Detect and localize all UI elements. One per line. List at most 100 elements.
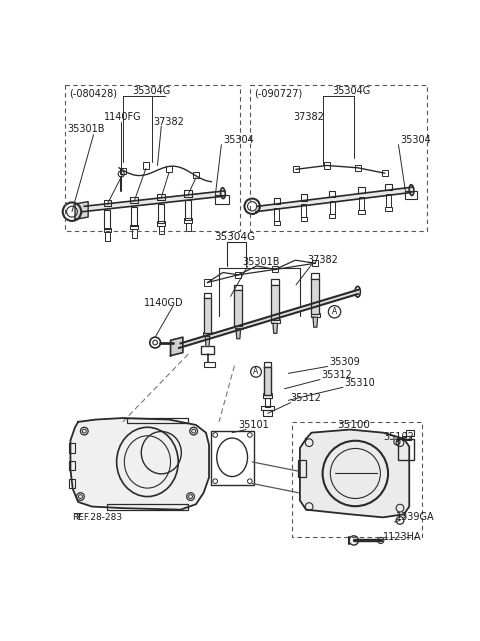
Bar (311, 313, 320, 317)
Bar (201, 346, 214, 354)
Bar (69, 461, 75, 470)
Polygon shape (179, 290, 359, 348)
Bar (406, 191, 417, 199)
Polygon shape (300, 429, 409, 517)
Bar (105, 233, 110, 241)
Bar (329, 214, 336, 218)
Bar (312, 273, 319, 279)
Polygon shape (236, 329, 240, 338)
Polygon shape (170, 337, 183, 356)
Bar (159, 226, 164, 235)
Bar (355, 165, 361, 171)
Bar (184, 190, 192, 197)
Bar (264, 362, 271, 367)
Text: 37382: 37382 (308, 255, 338, 265)
Text: 35310: 35310 (345, 378, 375, 388)
Bar (234, 285, 242, 290)
Text: 1339GA: 1339GA (396, 512, 435, 522)
Bar (312, 260, 318, 267)
Polygon shape (71, 418, 209, 510)
Bar (274, 197, 280, 204)
Text: 1140GD: 1140GD (144, 297, 184, 308)
Bar (204, 362, 215, 367)
Bar (185, 201, 192, 220)
Bar (406, 429, 414, 436)
Bar (386, 194, 391, 207)
Polygon shape (264, 367, 271, 395)
Text: A: A (332, 307, 337, 316)
Bar (271, 319, 280, 323)
Bar (203, 332, 212, 337)
Text: 35312: 35312 (291, 393, 322, 403)
Bar (204, 292, 211, 298)
Text: 37382: 37382 (294, 112, 324, 122)
Bar (131, 197, 138, 203)
Bar (271, 279, 279, 285)
Bar (157, 221, 165, 226)
Bar (359, 210, 365, 214)
Bar (204, 279, 211, 286)
Bar (143, 162, 149, 169)
Polygon shape (234, 290, 242, 326)
Bar (299, 460, 306, 478)
Bar (274, 221, 280, 224)
Text: 35304G: 35304G (332, 86, 371, 96)
Bar (211, 431, 254, 485)
Bar (263, 410, 272, 416)
Bar (265, 398, 270, 407)
Polygon shape (83, 191, 225, 212)
Text: 35304: 35304 (400, 135, 431, 145)
Text: 35100: 35100 (337, 420, 370, 430)
Text: 35304G: 35304G (214, 232, 255, 242)
Bar (385, 207, 392, 211)
Text: 35101: 35101 (238, 420, 269, 430)
Bar (166, 166, 172, 172)
Text: (-090727): (-090727) (254, 89, 302, 99)
Bar (234, 324, 243, 329)
Text: 35301B: 35301B (242, 256, 280, 267)
Bar (324, 162, 330, 169)
Bar (329, 191, 336, 197)
Bar (272, 267, 278, 272)
Bar (104, 228, 111, 233)
Bar (262, 406, 274, 410)
Bar (385, 184, 392, 190)
Bar (193, 172, 199, 178)
Bar (215, 195, 229, 204)
Polygon shape (205, 337, 210, 346)
Polygon shape (75, 202, 88, 219)
Bar (359, 197, 364, 210)
Text: A: A (253, 367, 259, 376)
Bar (293, 166, 299, 172)
Text: 1123HA: 1123HA (383, 531, 422, 542)
Bar (235, 272, 241, 278)
Polygon shape (313, 317, 318, 327)
Bar (131, 207, 137, 226)
Bar (69, 444, 75, 453)
Polygon shape (271, 285, 279, 320)
Bar (104, 200, 111, 206)
Bar (131, 224, 138, 229)
Bar (127, 418, 188, 424)
Bar (69, 479, 75, 488)
Bar (157, 194, 165, 200)
Bar (132, 229, 137, 238)
Text: REF.28-283: REF.28-283 (72, 513, 122, 522)
Bar (104, 210, 110, 229)
Bar (359, 187, 365, 194)
Bar (263, 394, 272, 398)
Bar (184, 218, 192, 223)
Bar (330, 201, 335, 214)
Bar (382, 170, 388, 176)
Text: 1140FG: 1140FG (104, 112, 141, 122)
Bar (108, 504, 188, 510)
Bar (398, 439, 414, 460)
Text: 35304: 35304 (223, 135, 253, 145)
Bar (158, 204, 164, 223)
Bar (186, 223, 191, 231)
Bar (402, 436, 411, 440)
Text: 35102: 35102 (383, 432, 414, 442)
Text: (-080428): (-080428) (69, 89, 117, 99)
Polygon shape (204, 298, 211, 333)
Bar (275, 208, 279, 221)
